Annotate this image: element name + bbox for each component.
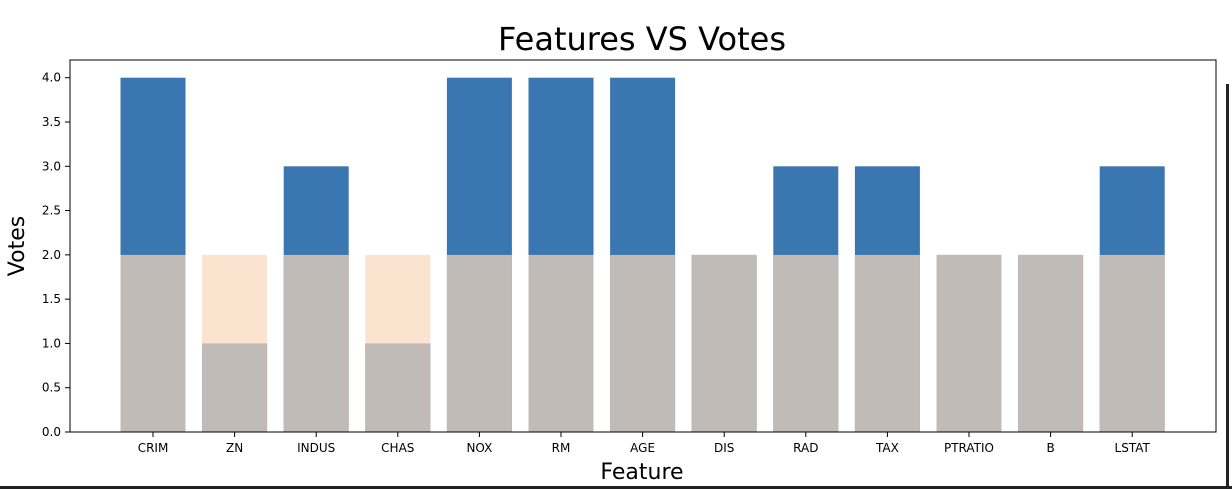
x-tick-label: NOX (466, 441, 492, 455)
x-tick-label: B (1046, 441, 1054, 455)
x-tick-label: CHAS (381, 441, 414, 455)
x-axis-label: Feature (600, 460, 683, 485)
x-tick-label: TAX (875, 441, 899, 455)
bar-series2-lstat (1099, 254, 1165, 432)
x-tick-label: RAD (793, 441, 818, 455)
bar-series2-rm (528, 254, 594, 432)
y-tick-label: 0.5 (42, 381, 61, 395)
x-tick-label: INDUS (297, 441, 335, 455)
y-tick-label: 3.0 (42, 159, 61, 173)
bar-series2-indus (283, 254, 349, 432)
bar-series2-nox (446, 254, 512, 432)
y-tick-label: 1.5 (42, 292, 61, 306)
bar-series2-age (610, 254, 676, 432)
x-tick-label: ZN (226, 441, 243, 455)
bar-series2-ptratio (936, 254, 1002, 432)
y-tick-label: 4.0 (42, 71, 61, 85)
right-edge-line (1226, 84, 1229, 486)
y-tick-label: 2.5 (42, 204, 61, 218)
x-tick-label: CRIM (138, 441, 169, 455)
x-tick-label: LSTAT (1115, 441, 1151, 455)
chart-title: Features VS Votes (498, 20, 786, 58)
x-tick-label: DIS (714, 441, 734, 455)
y-tick-label: 1.0 (42, 336, 61, 350)
bar-series2-crim (120, 254, 186, 432)
y-axis-label: Votes (5, 216, 30, 276)
y-tick-label: 2.0 (42, 248, 61, 262)
bar-series2-rad (773, 254, 839, 432)
bar-series2-dis (691, 254, 757, 432)
y-tick-label: 0.0 (42, 425, 61, 439)
x-tick-label: PTRATIO (944, 441, 994, 455)
x-tick-label: AGE (630, 441, 655, 455)
bar-series2-zn (202, 254, 268, 432)
plot-area: 0.0 0.5 1.0 1.5 2.0 2.5 3.0 3.5 4.0 CRIM ZN INDUS CH… (42, 59, 1217, 455)
bottom-edge-line (0, 486, 1232, 489)
bar-series2-b (1018, 254, 1084, 432)
bar-series2-chas (365, 254, 431, 432)
x-tick-label: RM (552, 441, 571, 455)
bar-series2-tax (854, 254, 920, 432)
y-tick-label: 3.5 (42, 115, 61, 129)
